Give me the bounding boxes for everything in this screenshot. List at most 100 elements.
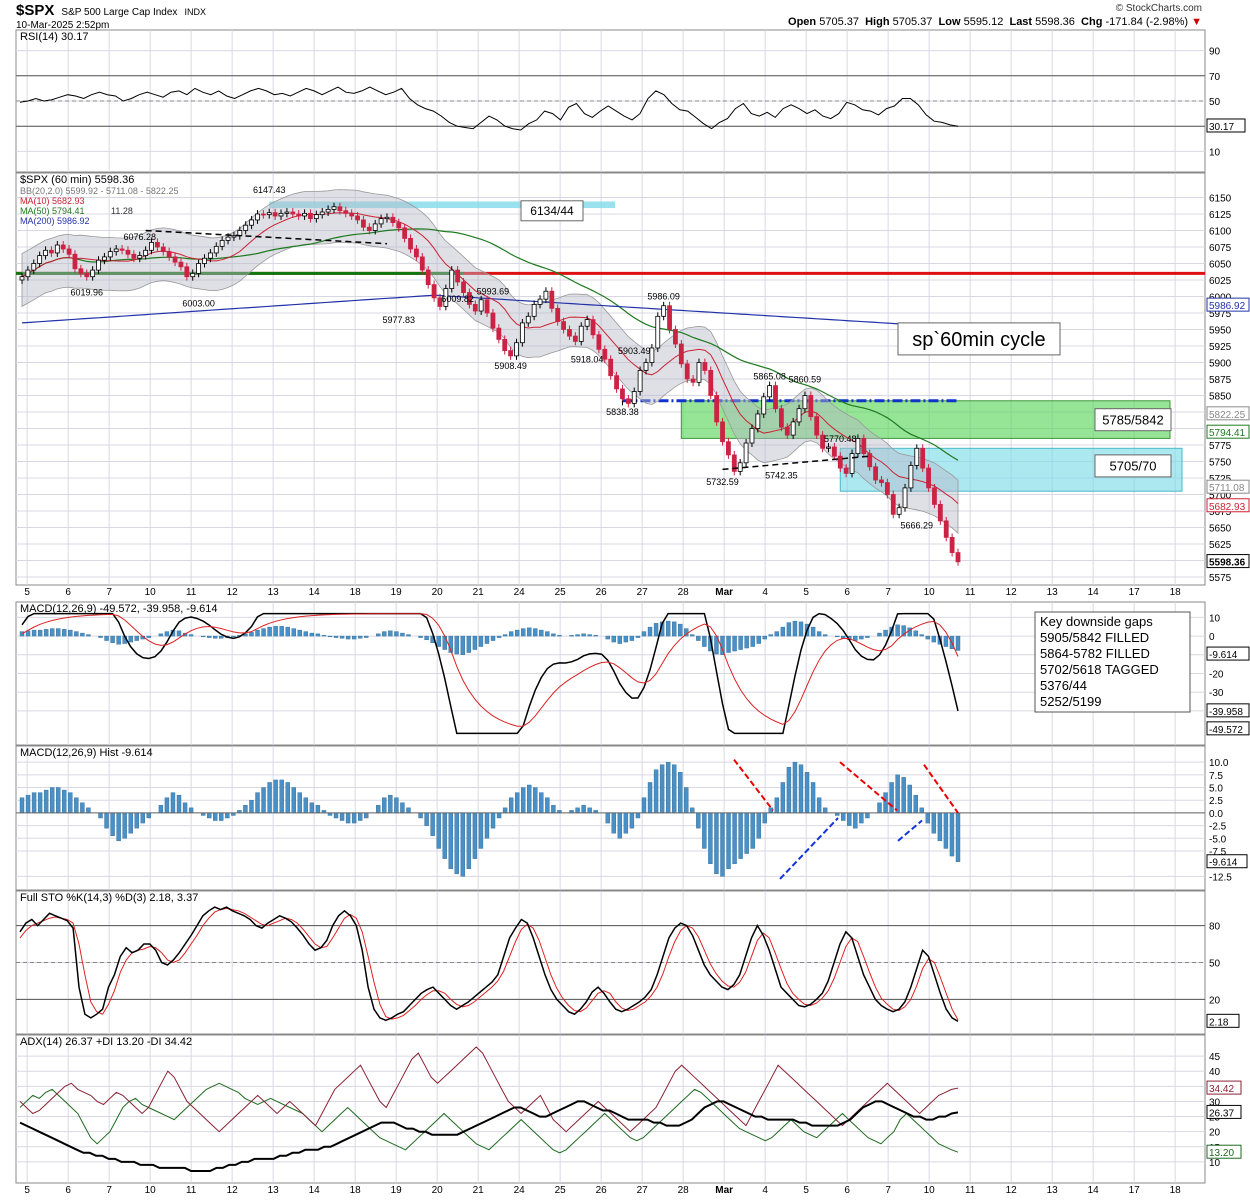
macd-hist-bar xyxy=(484,635,490,644)
macd-right-box xyxy=(1206,721,1250,736)
price-tick-label: 5850 xyxy=(1209,392,1232,403)
price-level-label: 6019.96 xyxy=(70,287,103,297)
hist-bar xyxy=(780,782,786,814)
price-tick-label: 6100 xyxy=(1209,227,1232,238)
macd-hist-bar xyxy=(798,621,804,637)
hist-bar xyxy=(690,807,695,814)
candle-body xyxy=(390,216,396,223)
candle-body xyxy=(355,215,360,221)
macd-hist-bar xyxy=(641,631,647,637)
candle-body xyxy=(690,378,696,383)
macd-hist-bar xyxy=(188,634,194,637)
macd-hist-bar xyxy=(557,635,562,637)
hist-bar xyxy=(243,805,248,814)
candle-body xyxy=(19,276,25,281)
x-tick-label: 10 xyxy=(145,1185,157,1196)
hist-bar xyxy=(357,812,363,821)
macd-hist-bar xyxy=(587,634,592,637)
x-tick-label: 28 xyxy=(678,587,690,598)
sto-last-label: 2.18 xyxy=(1209,1017,1229,1028)
x-tick-label: 10 xyxy=(145,587,157,598)
macd-hist-bar xyxy=(665,620,671,637)
macd-right-box xyxy=(1206,703,1250,718)
hist-bar xyxy=(31,792,37,814)
hist-bar xyxy=(732,812,737,864)
hist-bar xyxy=(122,812,127,839)
hist-bar xyxy=(364,812,369,819)
hist-bar xyxy=(466,812,472,869)
macd-hist-bar xyxy=(134,635,139,641)
x-tick-label: 25 xyxy=(555,587,567,598)
candle-body xyxy=(920,447,926,469)
macd-hist-bar xyxy=(835,635,840,638)
candle-body xyxy=(131,253,137,259)
price-right-box xyxy=(1206,498,1250,513)
hist-bar xyxy=(581,805,586,814)
annotation-5705: 5705/70 xyxy=(1110,458,1157,473)
macd-hist-bar xyxy=(768,634,773,637)
macd-hist-bar xyxy=(732,635,737,652)
x-tick-label: 20 xyxy=(432,1185,444,1196)
macd-hist-bar xyxy=(345,635,351,640)
adx-right-box xyxy=(1206,1104,1242,1119)
price-tick-label: 6050 xyxy=(1209,260,1232,271)
x-tick-label: 6 xyxy=(844,1185,850,1196)
hist-bar xyxy=(533,787,538,814)
candle-body xyxy=(119,248,125,251)
hist-bar xyxy=(841,812,846,821)
price-tick-label: 5700 xyxy=(1209,491,1232,502)
x-tick-label: 17 xyxy=(1129,1185,1141,1196)
macd-hist-bar xyxy=(273,626,278,637)
rsi-last-box xyxy=(1206,118,1246,133)
candle-body xyxy=(366,226,372,231)
macd-hist-bar xyxy=(877,632,882,637)
macd-hist-bar xyxy=(364,635,369,638)
hist-bar xyxy=(514,792,520,814)
legend-ma10: MA(10) 5682.93 xyxy=(20,196,85,206)
price-level-label: 5986.09 xyxy=(647,292,680,302)
candle-body xyxy=(396,222,402,229)
x-tick-label: 6 xyxy=(65,587,71,598)
macd-hist-bar xyxy=(901,625,906,637)
macd-hist-bar xyxy=(176,630,182,637)
macd-hist-bar xyxy=(925,635,931,640)
candle-body xyxy=(337,206,343,212)
price-level-label: 6076.28 xyxy=(123,232,156,242)
price-right-label: 5598.36 xyxy=(1209,558,1246,569)
macd-hist-bar xyxy=(68,629,73,637)
sto-tick-label: 80 xyxy=(1209,922,1221,933)
price-level-label: 6009.82 xyxy=(441,294,474,304)
hist-tick-label: 0.0 xyxy=(1209,809,1223,820)
candle-body xyxy=(72,253,78,270)
macd-hist-bar xyxy=(744,635,749,649)
hist-bar xyxy=(98,812,103,819)
candle-body xyxy=(625,398,631,404)
hist-bar xyxy=(388,794,393,814)
hist-bar xyxy=(400,802,405,814)
price-tick-label: 5900 xyxy=(1209,359,1232,370)
hist-bar xyxy=(539,792,544,814)
macd-hist-bar xyxy=(454,635,459,655)
candle-body xyxy=(572,335,578,342)
hist-title: MACD(12,26,9) Hist -9.614 xyxy=(20,747,153,759)
candle-body xyxy=(160,246,166,253)
macd-hist-bar xyxy=(810,626,816,637)
hist-bar xyxy=(859,812,864,824)
macd-hist-bar xyxy=(913,630,918,637)
macd-hist-bar xyxy=(647,626,653,637)
annotation-5705-box xyxy=(1094,454,1172,478)
hist-tick-label: -7.5 xyxy=(1209,847,1227,858)
macd-hist-bar xyxy=(502,634,508,637)
macd-hist-bar xyxy=(955,635,961,651)
candle-body xyxy=(125,249,131,255)
candle-body xyxy=(567,329,572,337)
x-tick-label: 24 xyxy=(514,1185,526,1196)
candle-body xyxy=(537,298,543,305)
hist-bar xyxy=(249,800,254,814)
hist-bar xyxy=(285,782,290,814)
candle-body xyxy=(767,385,773,398)
candle-body xyxy=(384,216,390,220)
macd-hist-bar xyxy=(406,634,411,637)
candle-body xyxy=(879,479,884,484)
hist-bar xyxy=(182,802,188,814)
